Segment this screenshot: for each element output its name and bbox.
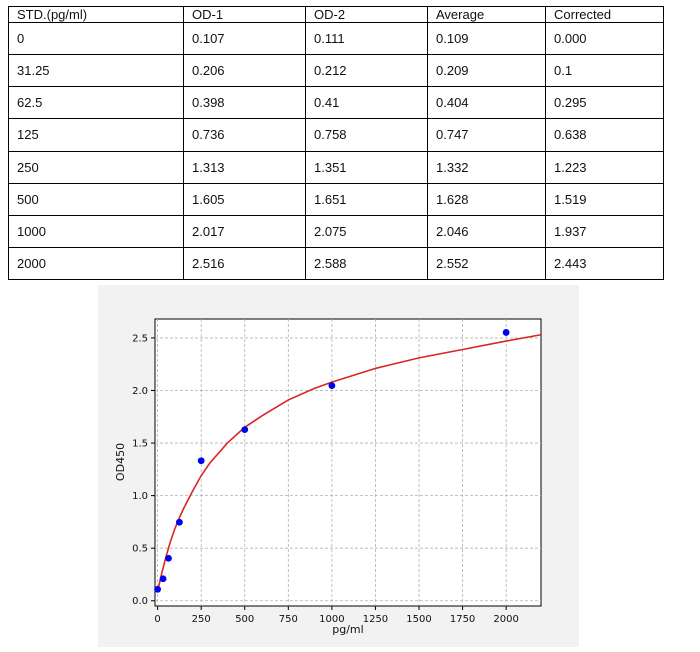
table-cell: 0.638 xyxy=(545,118,664,152)
table-cell: 0.107 xyxy=(183,21,306,56)
data-points xyxy=(154,329,510,593)
table-row: 31.25 0.206 0.212 0.209 0.1 xyxy=(8,54,664,88)
table-row: 2000 2.516 2.588 2.552 2.443 xyxy=(8,246,664,281)
table-cell: 0.747 xyxy=(427,118,546,152)
table-cell: 2.046 xyxy=(427,214,546,248)
table-cell: 1.223 xyxy=(545,150,664,184)
x-axis-ticks: 0 250 500 750 1000 1250 1500 1750 2000 xyxy=(154,606,519,625)
col-header-od2: OD-2 xyxy=(305,6,428,23)
data-point xyxy=(165,554,172,562)
table-cell: 2.552 xyxy=(427,246,546,281)
table-cell: 250 xyxy=(8,150,184,184)
table-cell: 62.5 xyxy=(8,86,184,120)
table-cell: 500 xyxy=(8,182,184,216)
fit-curve xyxy=(156,333,542,592)
x-tick-label: 2000 xyxy=(493,614,518,625)
table-cell: 0.111 xyxy=(305,21,428,56)
y-tick-label: 1.0 xyxy=(132,491,148,502)
table-row: 250 1.313 1.351 1.332 1.223 xyxy=(8,150,664,184)
table-cell: 0.398 xyxy=(183,86,306,120)
table-cell: 0.295 xyxy=(545,86,664,120)
standard-curve-chart: 0 250 500 750 1000 1250 1500 1750 2000 0.0 0.5 1.0… xyxy=(114,318,542,636)
y-tick-label: 0.0 xyxy=(132,596,148,607)
x-tick-label: 500 xyxy=(235,614,254,625)
table-cell: 1.519 xyxy=(545,182,664,216)
table-cell: 2.588 xyxy=(305,246,428,281)
table-cell: 1.937 xyxy=(545,214,664,248)
table-cell: 1.651 xyxy=(305,182,428,216)
table-cell: 0.000 xyxy=(545,21,664,56)
table-row: 62.5 0.398 0.41 0.404 0.295 xyxy=(8,86,664,120)
table-header-row: STD.(pg/ml) OD-1 OD-2 Average Corrected xyxy=(8,6,664,23)
x-axis-label: pg/ml xyxy=(332,623,363,636)
table-cell: 1.628 xyxy=(427,182,546,216)
table-cell: 2.516 xyxy=(183,246,306,281)
table-cell: 125 xyxy=(8,118,184,152)
table-cell: 1.605 xyxy=(183,182,306,216)
standard-curve-table: STD.(pg/ml) OD-1 OD-2 Average Corrected … xyxy=(8,6,664,281)
table-cell: 2.017 xyxy=(183,214,306,248)
table-cell: 31.25 xyxy=(8,54,184,88)
table-cell: 0.1 xyxy=(545,54,664,88)
col-header-od1: OD-1 xyxy=(183,6,306,23)
y-tick-label: 0.5 xyxy=(132,544,148,555)
table-cell: 1.313 xyxy=(183,150,306,184)
table-cell: 2.075 xyxy=(305,214,428,248)
data-point xyxy=(159,575,167,583)
x-tick-label: 1250 xyxy=(363,614,388,625)
table-cell: 2000 xyxy=(8,246,184,281)
x-tick-label: 1500 xyxy=(406,614,431,625)
table-cell: 0.736 xyxy=(183,118,306,152)
x-tick-label: 0 xyxy=(154,614,160,625)
grid-lines xyxy=(155,319,541,606)
y-tick-label: 1.5 xyxy=(132,439,148,450)
y-tick-label: 2.0 xyxy=(132,386,148,397)
y-tick-label: 2.5 xyxy=(132,333,148,344)
data-point xyxy=(502,329,510,336)
col-header-corrected: Corrected xyxy=(545,6,664,23)
y-axis-label: OD450 xyxy=(114,443,127,481)
x-tick-label: 1750 xyxy=(450,614,475,625)
table-cell: 1.332 xyxy=(427,150,546,184)
table-cell: 0.404 xyxy=(427,86,546,120)
table-body: 0 0.107 0.111 0.109 0.000 31.25 0.206 0.212 0.20… xyxy=(8,21,664,281)
chart-panel: 0 250 500 750 1000 1250 1500 1750 2000 0.0 0.5 1.0… xyxy=(98,285,579,647)
x-tick-label: 1000 xyxy=(319,614,344,625)
x-tick-label: 250 xyxy=(192,614,211,625)
data-point xyxy=(241,426,249,433)
data-point xyxy=(154,585,162,593)
table-cell: 0 xyxy=(8,21,184,56)
table-cell: 0.209 xyxy=(427,54,546,88)
table-cell: 1000 xyxy=(8,214,184,248)
table-row: 125 0.736 0.758 0.747 0.638 xyxy=(8,118,664,152)
table-row: 1000 2.017 2.075 2.046 1.937 xyxy=(8,214,664,248)
data-point xyxy=(175,518,183,526)
x-tick-label: 750 xyxy=(279,614,298,625)
col-header-std: STD.(pg/ml) xyxy=(8,6,184,23)
table-cell: 0.41 xyxy=(305,86,428,120)
table-cell: 2.443 xyxy=(545,246,664,281)
data-point xyxy=(197,457,205,465)
table-cell: 0.212 xyxy=(305,54,428,88)
y-axis-ticks: 0.0 0.5 1.0 1.5 2.0 2.5 xyxy=(132,333,155,607)
table-cell: 0.206 xyxy=(183,54,306,88)
plot-area xyxy=(154,318,542,607)
col-header-average: Average xyxy=(427,6,546,23)
table-row: 0 0.107 0.111 0.109 0.000 xyxy=(8,21,664,56)
table-cell: 0.758 xyxy=(305,118,428,152)
data-point xyxy=(328,382,336,390)
table-cell: 1.351 xyxy=(305,150,428,184)
table-cell: 0.109 xyxy=(427,21,546,56)
table-row: 500 1.605 1.651 1.628 1.519 xyxy=(8,182,664,216)
